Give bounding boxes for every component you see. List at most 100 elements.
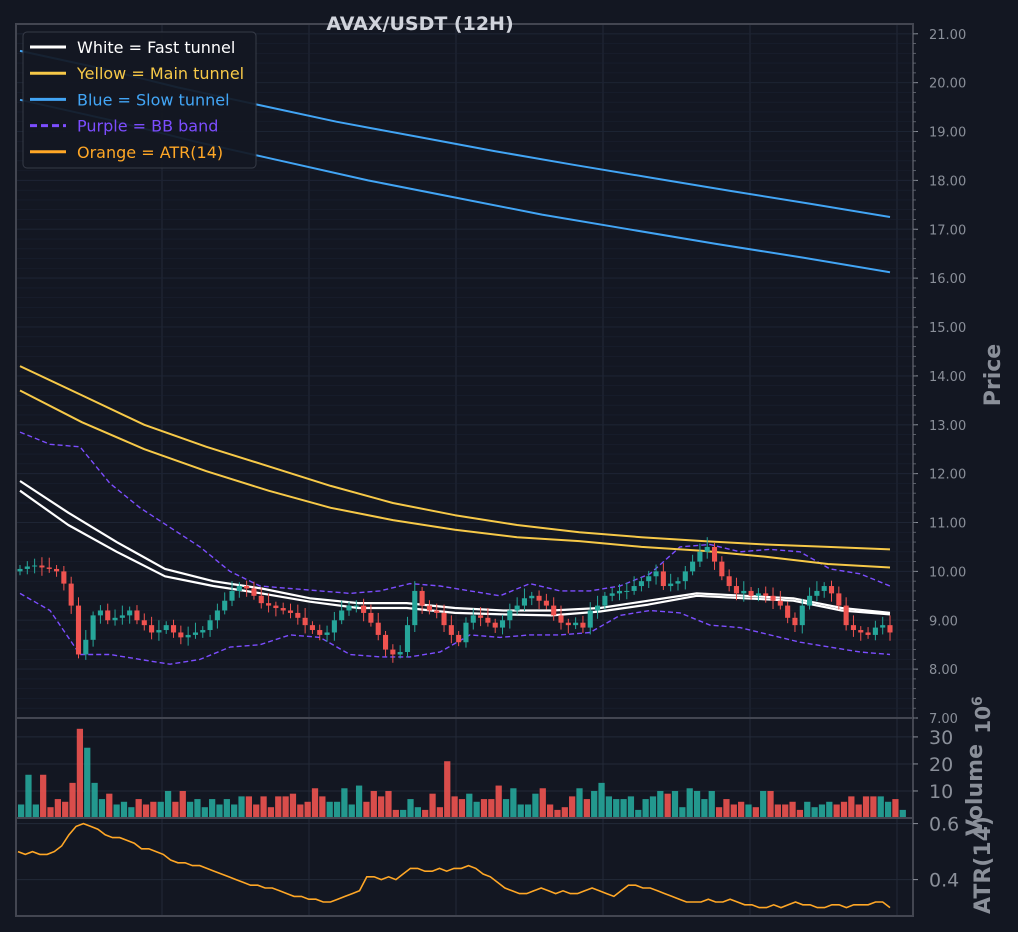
volume-bar (209, 799, 216, 818)
volume-bar (532, 793, 539, 818)
volume-bar (738, 801, 745, 818)
candle-body (733, 586, 740, 594)
candle-body (382, 634, 389, 650)
candle-body (638, 581, 644, 587)
volume-bar (355, 785, 363, 818)
volume-bar (444, 761, 451, 818)
candle-body (397, 652, 403, 655)
volume-bar (186, 801, 194, 818)
candle-body (97, 610, 103, 616)
legend-label: White = Fast tunnel (77, 38, 235, 57)
candle-body (273, 605, 279, 609)
volume-bar (253, 804, 260, 818)
volume-bar (642, 799, 649, 818)
candle-body (419, 590, 425, 606)
atr-tick-label: 0.6 (929, 814, 959, 836)
legend: White = Fast tunnel Yellow = Main tunnel B… (22, 31, 257, 169)
candle-body (404, 625, 411, 653)
candle-body (302, 617, 308, 626)
candle-body (770, 595, 776, 601)
candle-body (565, 622, 571, 626)
price-tick-label: 11.00 (929, 517, 966, 532)
volume-bar (341, 788, 348, 818)
price-tick-label: 9.00 (929, 614, 958, 629)
volume-bar (62, 801, 69, 818)
price-tick-label: 13.00 (929, 419, 966, 434)
price-tick-label: 16.00 (929, 272, 966, 287)
atr-series-line (17, 822, 891, 909)
candle-body (24, 566, 30, 569)
volume-bar (245, 796, 253, 818)
volume-bar (760, 790, 767, 818)
volume-bar (142, 804, 150, 818)
candle-body (646, 576, 652, 582)
candle-body (814, 590, 820, 596)
volume-bar (701, 799, 708, 818)
volume-bar (150, 801, 157, 818)
volume-bar (304, 801, 311, 818)
candle-body (821, 586, 827, 591)
candle-body (828, 586, 835, 594)
candle-body (719, 561, 725, 577)
candle-body (448, 625, 454, 635)
candle-body (470, 615, 476, 623)
volume-bar (524, 804, 532, 818)
grid-lines (16, 24, 913, 916)
legend-label: Orange = ATR(14) (77, 143, 223, 162)
candle-body (478, 615, 484, 618)
candle-body (83, 639, 89, 655)
price-tick-label: 21.00 (929, 28, 966, 43)
candle-body (119, 615, 125, 618)
candle-body (163, 625, 169, 631)
candle-body (309, 625, 315, 631)
volume-bar (400, 809, 407, 818)
candle-body (214, 610, 220, 621)
volume-axis-label: Volume (963, 744, 988, 836)
volume-bar (693, 790, 701, 818)
volume-bar (84, 747, 91, 818)
legend-label: Yellow = Main tunnel (76, 64, 244, 83)
volume-bar (510, 788, 517, 818)
atr-tick-label: 0.4 (929, 870, 959, 892)
volume-bar (679, 807, 686, 818)
candle-body (390, 649, 396, 655)
price-axis-label: Price (981, 344, 1006, 406)
volume-bar (804, 801, 811, 818)
volume-bar (32, 804, 39, 818)
candle-body (412, 590, 418, 626)
candle-body (858, 630, 864, 633)
candle-body (836, 593, 842, 606)
atr-axis-label: ATR(14) (971, 816, 996, 914)
volume-bar (745, 804, 752, 818)
volume-bar (106, 793, 113, 818)
candle-body (200, 630, 206, 633)
candle-body (258, 595, 264, 604)
candle-body (170, 625, 177, 633)
volume-bar (723, 799, 730, 818)
volume-bar (480, 799, 488, 818)
candle-body (134, 610, 140, 621)
volume-bar (789, 801, 796, 818)
candle-body (324, 632, 330, 635)
volume-bar (297, 804, 304, 818)
volume-bar (569, 796, 576, 818)
candle-body (697, 551, 703, 562)
volume-tick-label: 20 (929, 754, 953, 776)
candle-body (251, 588, 257, 596)
candle-body (587, 610, 593, 628)
price-tick-label: 12.00 (929, 468, 966, 483)
candle-body (755, 593, 761, 596)
candle-body (543, 600, 549, 606)
volume-bar (473, 801, 480, 818)
volume-bar (826, 801, 833, 818)
volume-bar (223, 799, 230, 818)
volume-bar (385, 790, 392, 818)
volume-bar (576, 788, 583, 818)
price-tick-label: 20.00 (929, 77, 966, 92)
volume-bar (774, 804, 781, 818)
candle-body (616, 590, 623, 594)
volume-bar (488, 799, 495, 818)
price-tick-label: 7.00 (929, 712, 958, 727)
candle-body (514, 605, 520, 611)
candle-body (690, 561, 696, 572)
